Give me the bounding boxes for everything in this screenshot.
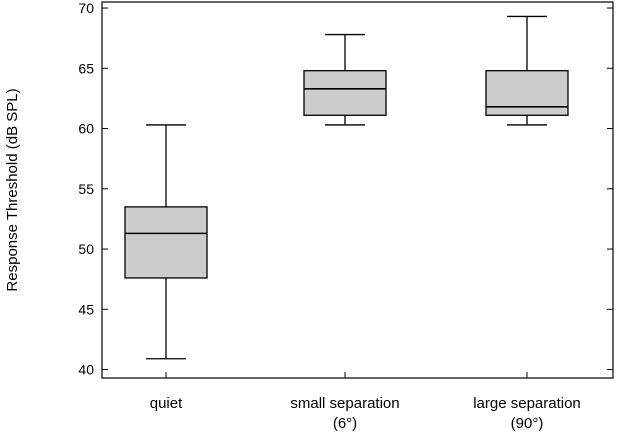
box-1 bbox=[124, 124, 208, 360]
box-3 bbox=[485, 15, 569, 126]
iqr-box bbox=[485, 70, 569, 116]
box-series bbox=[124, 15, 569, 360]
y-axis-label: Response Threshold (dB SPL) bbox=[4, 88, 21, 291]
y-tick-label: 70 bbox=[78, 0, 94, 16]
plot-area-frame bbox=[101, 1, 614, 379]
x-tick-label: (90°) bbox=[511, 415, 544, 432]
y-tick-label: 60 bbox=[78, 121, 94, 137]
x-tick-label: (6°) bbox=[333, 415, 357, 432]
x-tick-label: large separation bbox=[473, 395, 581, 412]
y-tick-label: 40 bbox=[78, 362, 94, 378]
y-axis: 40 45 50 55 60 65 70 bbox=[78, 0, 613, 378]
y-tick-label: 45 bbox=[78, 301, 94, 317]
iqr-box bbox=[303, 70, 387, 116]
x-axis: quiet small separation (6°) large separatio… bbox=[150, 372, 581, 432]
y-tick-label: 50 bbox=[78, 241, 94, 257]
y-tick-label: 55 bbox=[78, 181, 94, 197]
box-2 bbox=[303, 33, 387, 126]
y-tick-label: 65 bbox=[78, 60, 94, 76]
x-tick-label: quiet bbox=[150, 395, 183, 412]
x-tick-label: small separation bbox=[290, 395, 399, 412]
iqr-box bbox=[124, 206, 208, 279]
